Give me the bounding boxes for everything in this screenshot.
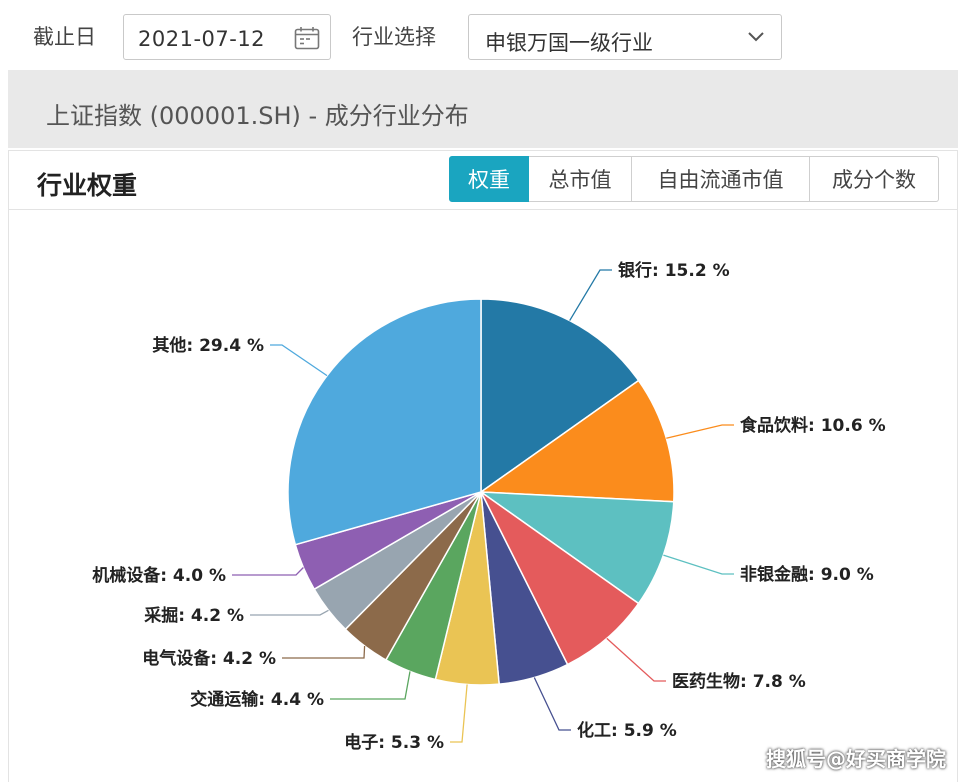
leader-line-5 — [450, 684, 468, 743]
calendar-icon[interactable] — [294, 26, 320, 50]
tab-weight[interactable]: 权重 — [449, 156, 529, 202]
metric-tabs: 权重 总市值 自由流通市值 成分个数 — [449, 156, 939, 202]
tab-total-market-cap[interactable]: 总市值 — [529, 156, 632, 202]
slice-label-8: 采掘: 4.2 % — [143, 605, 244, 626]
filter-bar: 截止日 2021-07-12 行业选择 申银万国一级行业 — [0, 0, 966, 70]
pie-slice-3[interactable] — [480, 491, 640, 666]
pie-slice-10[interactable] — [287, 298, 482, 546]
page-title: 上证指数 (000001.SH) - 成分行业分布 — [46, 102, 469, 130]
industry-label: 行业选择 — [352, 25, 436, 49]
slice-label-0: 银行: 15.2 % — [618, 260, 730, 281]
slice-label-1: 食品饮料: 10.6 % — [740, 415, 886, 436]
pie-slice-2[interactable] — [478, 491, 675, 605]
panel-heading: 行业权重 — [37, 171, 138, 200]
leader-line-2 — [663, 554, 734, 575]
leader-line-9 — [232, 567, 304, 576]
slice-label-4: 化工: 5.9 % — [577, 720, 677, 741]
date-picker[interactable]: 2021-07-12 — [123, 14, 331, 60]
leader-line-3 — [606, 637, 666, 682]
slice-label-10: 其他: 29.4 % — [152, 335, 264, 356]
tab-constituent-count[interactable]: 成分个数 — [810, 156, 939, 202]
date-label: 截止日 — [33, 25, 96, 49]
leader-line-4 — [533, 677, 571, 731]
industry-select[interactable]: 申银万国一级行业 — [468, 14, 782, 60]
leader-line-0 — [569, 269, 612, 321]
chevron-down-icon — [748, 32, 764, 42]
leader-line-8 — [250, 609, 329, 616]
slice-label-3: 医药生物: 7.8 % — [672, 671, 806, 692]
date-value: 2021-07-12 — [138, 27, 266, 51]
leader-line-7 — [282, 645, 366, 659]
leader-line-6 — [330, 671, 411, 700]
tab-free-float-market-cap[interactable]: 自由流通市值 — [632, 156, 810, 202]
panel-header: 行业权重 权重 总市值 自由流通市值 成分个数 — [9, 151, 957, 210]
slice-label-7: 电气设备: 4.2 % — [142, 648, 276, 669]
leader-line-10 — [270, 344, 328, 377]
leader-line-1 — [666, 424, 734, 439]
watermark: 搜狐号@好买商学院 — [766, 747, 946, 771]
slice-label-6: 交通运输: 4.4 % — [190, 689, 324, 710]
slice-label-2: 非银金融: 9.0 % — [740, 564, 874, 585]
industry-select-value: 申银万国一级行业 — [485, 31, 653, 55]
page-title-band: 上证指数 (000001.SH) - 成分行业分布 — [8, 70, 958, 148]
slice-label-5: 电子: 5.3 % — [344, 732, 444, 753]
slice-label-9: 机械设备: 4.0 % — [92, 565, 226, 586]
